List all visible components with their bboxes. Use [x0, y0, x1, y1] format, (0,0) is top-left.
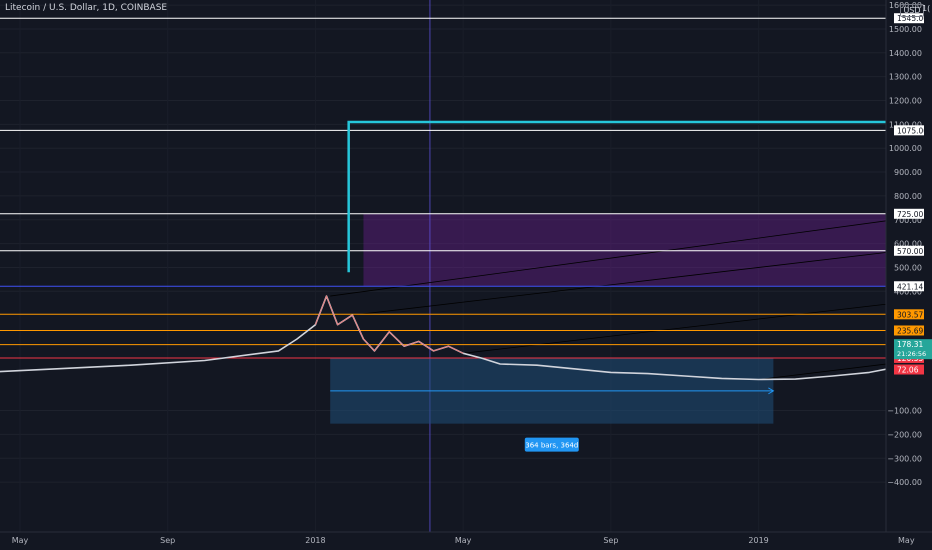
x-tick-label: May	[898, 536, 915, 545]
last-price-tag-bg	[894, 339, 932, 360]
low-tag: 72.06	[897, 366, 919, 375]
corner-mark: 1(	[922, 4, 931, 13]
level-tag-bg	[894, 125, 924, 136]
y-tick-label: 1000.00	[889, 144, 922, 153]
x-tick-label: May	[12, 536, 29, 545]
level-tag: 1075.00	[897, 126, 928, 135]
price-series	[0, 294, 932, 381]
horizontal-levels	[0, 17, 886, 359]
price-axis-bg	[886, 0, 932, 550]
y-tick-label: −100.00	[887, 407, 922, 416]
date-range-boxes: 364 bars, 364d364 bars, 364d	[330, 358, 775, 452]
arrow-drawing	[347, 120, 932, 273]
y-tick-label: 900.00	[894, 168, 922, 177]
y-tick-label: 1200.00	[889, 97, 922, 106]
range-box-label: 364 bars, 364d	[525, 442, 578, 450]
level-tag: 303.57	[897, 310, 923, 319]
price-tags: 1545.00 1075.00 725.00 570.00 421.14 303.57 23…	[894, 13, 932, 375]
price-line-red	[314, 294, 464, 354]
level-tag: 570.00	[897, 247, 923, 256]
level-tag-bg	[894, 208, 924, 219]
trend-line	[463, 298, 932, 354]
price-axis: 1700.001600.001500.001400.001300.001200.…	[887, 1, 922, 487]
y-tick-label: 1400.00	[889, 49, 922, 58]
trend-lines	[330, 214, 932, 380]
x-tick-label: 2019	[748, 536, 768, 545]
low-tag-bg	[894, 364, 924, 375]
last-price-tag: 178.31	[897, 340, 923, 349]
x-tick-label: Sep	[160, 536, 175, 545]
y-tick-label: 700.00	[894, 216, 922, 225]
range-box-arrowhead	[768, 387, 775, 395]
range-box-label-bg	[524, 437, 579, 452]
countdown-tag: 21:26:56	[897, 350, 926, 358]
x-tick-label: 2018	[305, 536, 325, 545]
y-tick-label: 1600.00	[889, 1, 922, 10]
vertical-markers	[429, 0, 431, 532]
trend-line	[330, 214, 932, 297]
y-tick-label: 500.00	[894, 263, 922, 272]
time-axis: MaySep2018MaySep2019MaySep2020MaySep2021…	[12, 536, 915, 545]
arrow-path	[347, 120, 932, 273]
price-zone	[363, 213, 932, 287]
y-tick-label: 400.00	[894, 287, 922, 296]
level-tag: 1545.00	[897, 14, 928, 23]
level-tag-bg	[894, 325, 924, 336]
y-tick-label: −400.00	[887, 478, 922, 487]
level-tag: 235.69	[897, 326, 923, 335]
chart-grid	[0, 4, 886, 483]
currency-button[interactable]: USD	[900, 4, 924, 17]
level-tag: 421.14	[897, 282, 923, 291]
level-tag-bg	[894, 309, 924, 320]
level-tag-bg	[894, 13, 924, 24]
zone-rect	[363, 213, 932, 287]
trend-line	[352, 246, 932, 316]
y-tick-label: −300.00	[887, 454, 922, 463]
y-tick-label: 800.00	[894, 192, 922, 201]
x-tick-label: May	[455, 536, 472, 545]
y-tick-label: −200.00	[887, 430, 922, 439]
y-tick-label: 1300.00	[889, 73, 922, 82]
y-tick-label: 1500.00	[889, 25, 922, 34]
level-tag: 725.00	[897, 210, 923, 219]
chart-title: Litecoin / U.S. Dollar, 1D, COINBASE	[5, 3, 168, 13]
y-tick-label: 1100.00	[889, 120, 922, 129]
level-tag-bg	[894, 281, 924, 292]
x-tick-label: Sep	[603, 536, 618, 545]
y-tick-label: 600.00	[894, 240, 922, 249]
level-tag-bg	[894, 245, 924, 256]
